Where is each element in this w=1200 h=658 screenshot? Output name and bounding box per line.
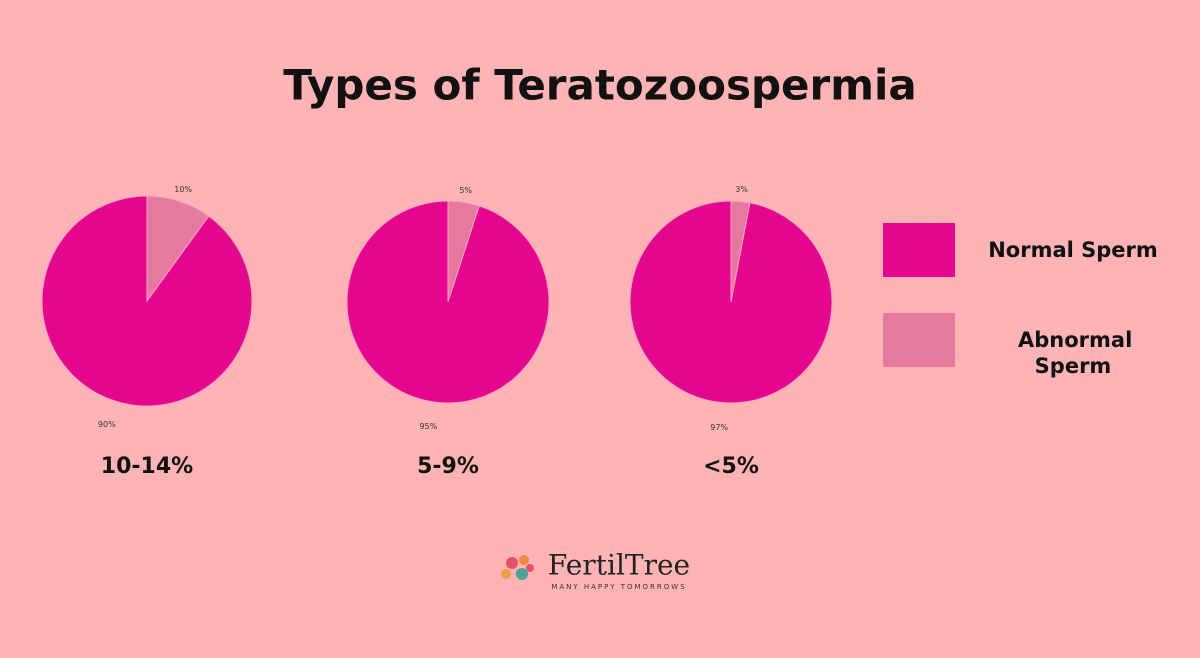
value-label: 10% — [174, 185, 192, 194]
value-label: 97% — [710, 423, 728, 432]
page-title: Types of Teratozoospermia — [283, 61, 916, 110]
pie-title: 5-9% — [417, 454, 479, 479]
logo-tagline: MANY HAPPY TOMORROWS — [551, 583, 686, 591]
value-label: 3% — [735, 185, 748, 194]
legend-swatch — [883, 313, 955, 367]
legend-label: Normal Sperm — [988, 238, 1158, 262]
pie-title: <5% — [703, 454, 759, 479]
value-label: 95% — [419, 422, 437, 431]
value-label: 5% — [459, 186, 472, 195]
legend-swatch — [883, 223, 955, 277]
logo-icon — [501, 555, 534, 580]
pie-slice — [41, 195, 253, 407]
logo-name: FertilTree — [548, 549, 690, 582]
pie-title: 10-14% — [101, 454, 193, 479]
pie-slice — [629, 200, 833, 404]
value-label: 90% — [98, 420, 116, 429]
pie-slice — [346, 200, 550, 404]
legend-label: Abnormal Sperm — [1018, 328, 1133, 378]
